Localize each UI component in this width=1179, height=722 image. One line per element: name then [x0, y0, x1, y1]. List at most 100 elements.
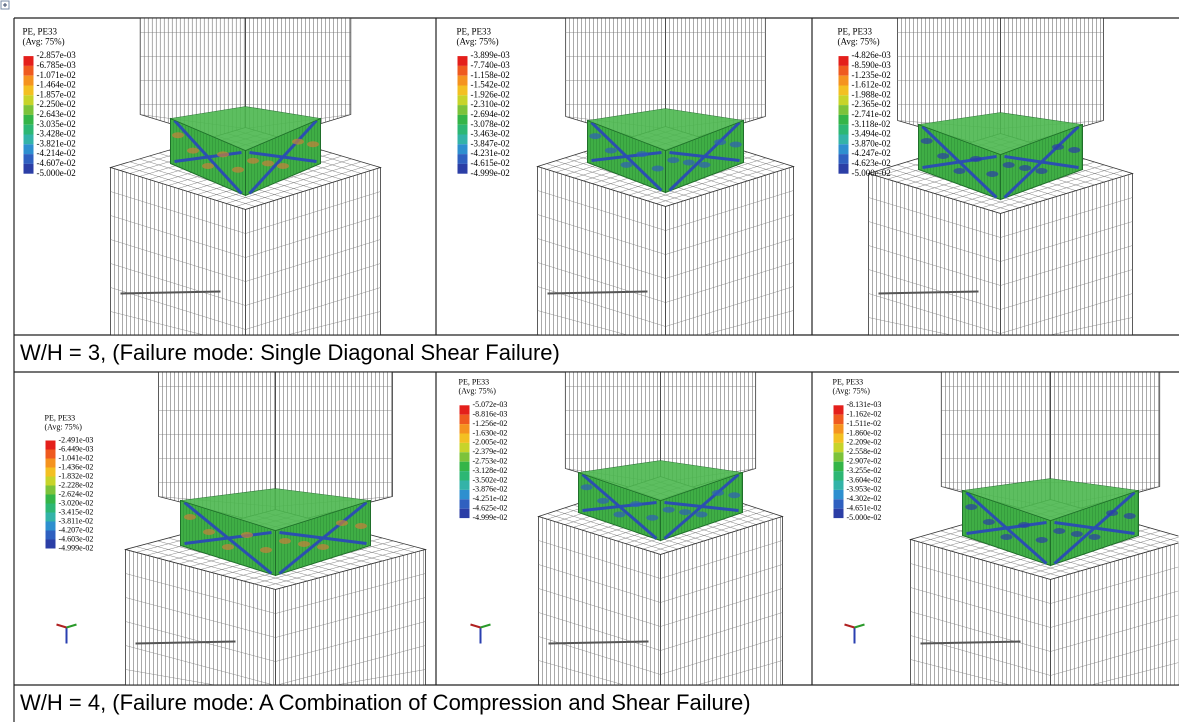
legend-value: -1.860e-02 [847, 428, 882, 437]
legend-swatch [459, 405, 470, 415]
legend-swatch [457, 163, 468, 174]
mesh-line [110, 311, 203, 335]
legend-swatch [457, 144, 468, 155]
legend-swatch [459, 424, 470, 434]
legend-value: -1.464e-02 [37, 80, 76, 90]
strain-spot [1019, 165, 1032, 171]
strain-spot [279, 538, 291, 544]
legend-swatch [838, 75, 849, 86]
mesh-line [665, 238, 794, 279]
legend-subtitle: (Avg: 75%) [459, 387, 497, 396]
legend-swatch [833, 480, 844, 490]
legend-value: -4.999e-02 [471, 168, 510, 178]
strain-spot [355, 523, 367, 529]
legend-swatch [833, 508, 844, 519]
triad-axis [66, 623, 77, 629]
legend-swatch [833, 471, 844, 481]
strain-spot [636, 151, 649, 158]
legend-swatch [833, 405, 844, 415]
mesh-line [651, 513, 774, 552]
legend-value: -4.607e-02 [37, 158, 76, 168]
legend-swatch [45, 530, 56, 540]
legend-value: -2.379e-02 [473, 447, 508, 456]
scale-mark [548, 640, 649, 645]
legend-value: -2.209e-02 [847, 438, 882, 447]
legend-swatch [45, 476, 56, 486]
mesh-line [660, 540, 783, 579]
mesh-line [337, 669, 426, 685]
legend-value: -2.365e-02 [852, 99, 891, 109]
legend-value: -4.214e-02 [37, 148, 76, 158]
mesh-line [643, 510, 766, 550]
mesh-line [538, 540, 661, 579]
panel-model [537, 372, 784, 685]
legend-swatch [23, 65, 34, 76]
legend-swatch [457, 56, 468, 66]
legend-title: PE, PE33 [833, 377, 864, 386]
mesh-line [665, 214, 794, 255]
strain-spot [728, 492, 741, 499]
legend-swatch [23, 144, 34, 155]
mesh-line [254, 543, 405, 584]
strain-spot [317, 544, 329, 550]
legend-value: -1.612e-02 [852, 80, 891, 90]
legend-value: -1.071e-02 [37, 70, 76, 80]
legend-value: -3.847e-02 [471, 138, 510, 148]
legend-value: -5.000e-02 [852, 168, 891, 178]
legend-value: -1.511e-02 [847, 419, 882, 428]
shear-band [1003, 125, 1080, 199]
mesh-line [868, 197, 1001, 238]
legend-value: -3.255e-02 [847, 466, 882, 475]
strain-spot [1018, 522, 1031, 528]
legend: PE, PE33(Avg: 75%)-8.131e-03-1.162e-02-1… [833, 377, 882, 522]
legend-swatch [459, 508, 470, 519]
mesh-line [1050, 590, 1179, 628]
mesh-line [537, 238, 666, 279]
strain-spot [613, 511, 626, 518]
mesh-line [1050, 638, 1179, 676]
legend-value: -3.811e-02 [59, 516, 94, 525]
mesh-line [245, 263, 381, 306]
legend-swatch [45, 467, 56, 477]
mesh-line [538, 660, 623, 685]
legend: PE, PE33(Avg: 75%)-5.072e-03-8.816e-03-1… [459, 377, 508, 522]
mesh-line [704, 310, 794, 335]
legend-subtitle: (Avg: 75%) [457, 36, 499, 46]
legend-value: -4.603e-02 [59, 534, 94, 543]
legend-value: -1.988e-02 [852, 89, 891, 99]
strain-spot [667, 157, 680, 164]
strain-spot [714, 139, 727, 146]
legend-swatch [45, 449, 56, 459]
legend-swatch [23, 56, 34, 66]
mesh-line [275, 621, 426, 662]
triad-axis [470, 623, 481, 629]
legend-swatch [23, 75, 34, 86]
mesh-line [665, 286, 794, 327]
shear-band [591, 151, 662, 162]
strain-spot [662, 506, 675, 513]
mesh-line [1040, 537, 1179, 577]
strain-spot [1053, 528, 1066, 534]
mesh-line [537, 214, 666, 255]
strain-spot [982, 519, 995, 525]
legend-value: -2.228e-02 [59, 480, 94, 489]
strain-spot [1068, 147, 1081, 153]
legend-swatch [838, 85, 849, 96]
legend-value: -2.310e-02 [471, 99, 510, 109]
mesh-line [537, 190, 666, 231]
legend-value: -4.231e-02 [471, 148, 510, 158]
legend-subtitle: (Avg: 75%) [833, 387, 871, 396]
strain-spot [1123, 513, 1136, 519]
strain-spot [651, 165, 664, 172]
legend-swatch [833, 499, 844, 509]
legend-swatch [457, 95, 468, 106]
expand-icon [0, 0, 10, 10]
mesh-line [125, 597, 276, 638]
mesh-face [910, 538, 1051, 685]
mesh-face [245, 166, 381, 335]
panel-model [867, 18, 1134, 335]
panel: PE, PE33(Avg: 75%)-5.072e-03-8.816e-03-1… [459, 372, 784, 685]
mesh-line [125, 645, 273, 685]
legend-value: -2.694e-02 [471, 109, 510, 119]
